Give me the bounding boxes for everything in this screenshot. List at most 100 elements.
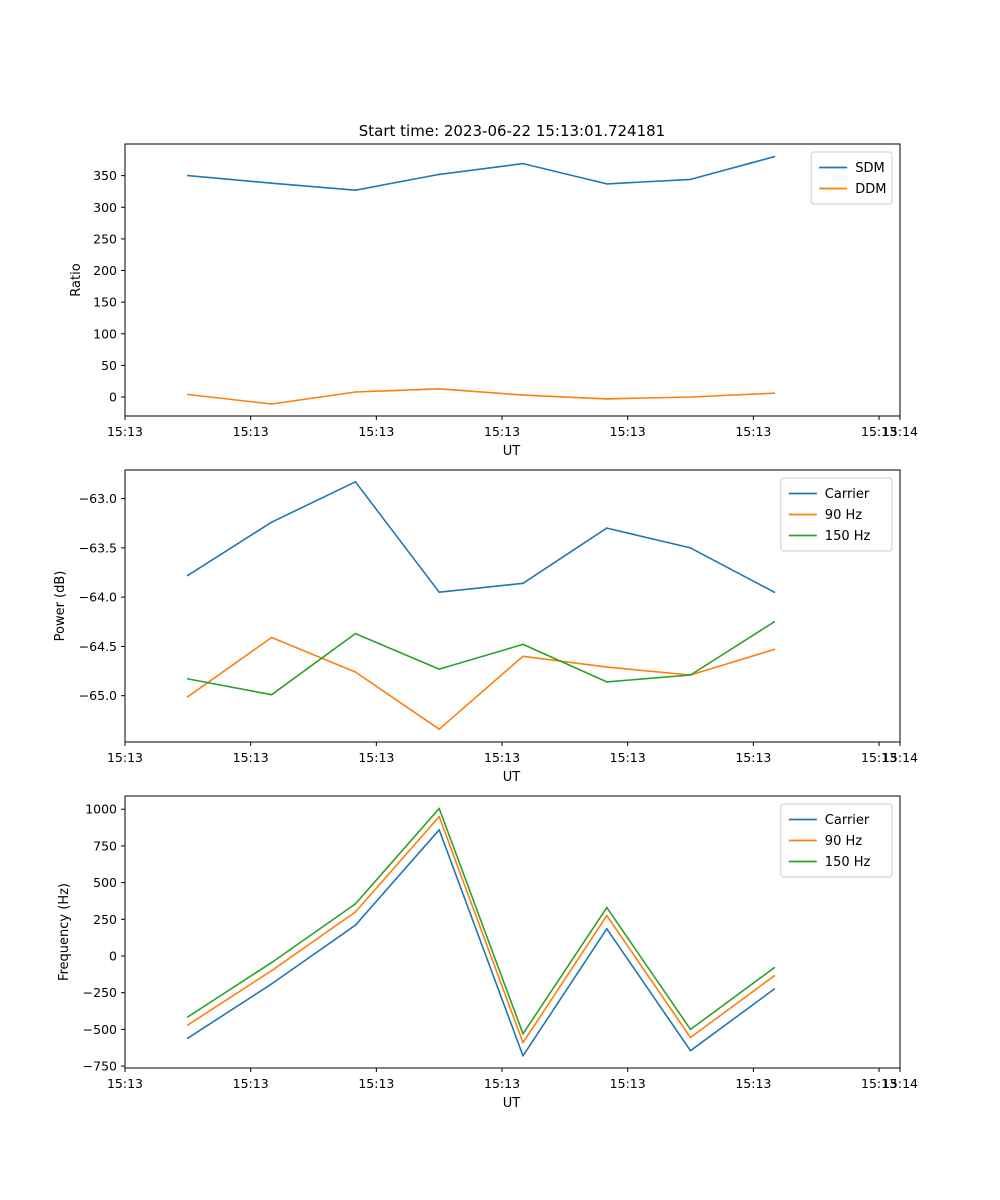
x-tick-label: 15:13 (861, 750, 897, 765)
chart-panel-2: 15:13 15:13 15:13 15:13 15:13 15:13 15:1315:14… (53, 469, 918, 785)
legend-box (780, 803, 893, 878)
data-point (773, 988, 776, 990)
x-tick-label: 15:13 (107, 424, 143, 439)
data-point (689, 178, 692, 181)
data-point (605, 906, 608, 909)
data-point (438, 807, 441, 810)
data-point (773, 966, 776, 969)
x-tick-label: 15:13 (107, 1076, 143, 1091)
data-point (689, 396, 692, 398)
data-point (773, 620, 776, 623)
x-axis-label: UT (503, 444, 521, 459)
data-point (605, 680, 608, 683)
legend-label: 150 Hz (825, 855, 871, 870)
data-point (354, 911, 357, 913)
data-point (689, 1028, 692, 1031)
data-point (773, 974, 776, 977)
x-tick-label: 15:13 (735, 424, 771, 439)
y-tick-label: 350 (93, 168, 117, 183)
data-point (605, 182, 608, 185)
data-point (522, 1041, 524, 1044)
y-tick-label: 0 (109, 949, 117, 964)
x-tick-label: 15:14 (882, 750, 918, 765)
x-tick-label: 15:13 (358, 750, 394, 765)
data-point (354, 671, 357, 673)
x-tick-label: 15:13 (861, 424, 897, 439)
data-point (354, 902, 357, 905)
data-point (354, 480, 357, 483)
x-tick-label: 15:13 (610, 750, 646, 765)
legend-label: 90 Hz (825, 508, 862, 523)
data-point (186, 174, 189, 177)
data-point (438, 387, 441, 390)
x-tick-label: 15:14 (882, 1076, 918, 1091)
data-point (354, 189, 357, 192)
series-line-90-hz (187, 815, 775, 1044)
series-line-ddm (187, 387, 775, 405)
series-line-90-hz (187, 636, 775, 731)
data-point (689, 1049, 692, 1052)
data-point (354, 632, 357, 635)
data-point (186, 678, 189, 680)
data-point (186, 393, 189, 396)
plot-frame (124, 795, 901, 1069)
y-tick-label: 50 (101, 358, 117, 373)
series-line-sdm (187, 155, 775, 191)
data-point (186, 574, 189, 577)
plot-frame (124, 469, 901, 743)
data-point (522, 643, 524, 646)
series-line-carrier (187, 480, 775, 594)
legend-box (780, 477, 893, 552)
y-tick-label: 200 (93, 263, 117, 278)
x-tick-label: 15:13 (735, 750, 771, 765)
data-point (186, 1016, 189, 1018)
y-tick-label: −64.5 (79, 639, 117, 654)
data-point (605, 527, 608, 530)
y-tick-label: 500 (93, 875, 117, 890)
x-tick-label: 15:13 (358, 424, 394, 439)
x-tick-label: 15:13 (107, 750, 143, 765)
y-tick-label: 150 (93, 295, 117, 310)
data-point (605, 666, 608, 669)
x-axis-label: UT (503, 1096, 521, 1111)
data-point (689, 674, 692, 676)
plot-frame (124, 143, 901, 417)
x-tick-label: 15:13 (484, 424, 520, 439)
y-tick-label: −750 (83, 1059, 117, 1074)
legend-label: SDM (855, 161, 884, 176)
legend-box (810, 151, 893, 205)
y-tick-label: −63.5 (79, 540, 117, 555)
series-line-150-hz (187, 621, 775, 696)
y-axis-label: Frequency (Hz) (57, 883, 72, 981)
y-axis-label: Power (dB) (53, 571, 68, 642)
y-tick-label: 300 (93, 200, 117, 215)
chart-panel-1: 15:13 15:13 15:13 15:13 15:13 15:13 15:1315:14… (69, 143, 918, 459)
x-tick-label: 15:13 (735, 1076, 771, 1091)
legend-label: DDM (855, 182, 886, 197)
data-point (270, 521, 273, 524)
y-tick-label: 750 (93, 838, 117, 853)
data-point (522, 582, 524, 585)
data-point (270, 982, 273, 985)
data-point (186, 1037, 189, 1040)
legend-label: Carrier (825, 487, 870, 502)
data-point (438, 815, 441, 818)
y-tick-label: 1000 (85, 802, 117, 817)
y-tick-label: −65.0 (79, 688, 117, 703)
legend-label: Carrier (825, 813, 870, 828)
data-point (186, 695, 189, 698)
y-tick-label: −63.0 (79, 491, 117, 506)
y-tick-label: 250 (93, 912, 117, 927)
data-point (773, 392, 776, 395)
y-tick-label: 250 (93, 231, 117, 246)
data-point (270, 636, 273, 639)
x-tick-label: 15:13 (358, 1076, 394, 1091)
x-tick-label: 15:13 (610, 1076, 646, 1091)
data-point (438, 591, 441, 594)
legend-label: 90 Hz (825, 834, 862, 849)
data-point (773, 155, 776, 158)
data-point (270, 961, 273, 964)
series-line-carrier (187, 828, 775, 1057)
data-point (605, 914, 608, 917)
